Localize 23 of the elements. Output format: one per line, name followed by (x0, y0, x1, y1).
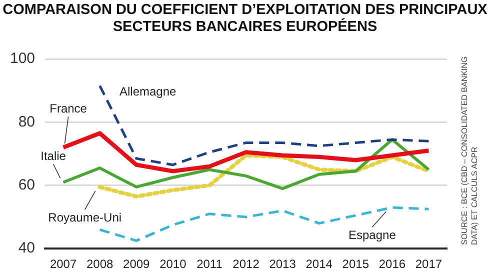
x-tick-label: 2012 (232, 257, 260, 272)
line-series (98, 84, 430, 166)
source-note: SOURCE : BCE (CBD – CONSOLIDATED BANKING DATA) ET CALCULS ACPR (460, 55, 480, 245)
x-tick-label: 2014 (306, 257, 333, 272)
y-tick-label: 100 (10, 50, 36, 68)
x-tick-label: 2010 (160, 257, 187, 272)
x-tick-label: 2008 (86, 257, 114, 272)
chart-title: COMPARAISON DU COEFFICIENT D’EXPLOITATION DES PRINCIPAUX SECTEURS BANCAIRES EUROPÉENS (2, 2, 488, 36)
series-label: Italie (40, 149, 66, 164)
y-tick-label: 60 (18, 176, 36, 194)
series-label: Royaume-Uni (48, 210, 122, 225)
y-tick-label: 80 (18, 113, 36, 130)
x-tick-label: 2007 (50, 257, 77, 272)
x-tick-label: 2009 (123, 257, 150, 272)
x-tick-label: 2016 (378, 257, 406, 272)
series-label: Allemagne (119, 84, 177, 98)
x-tick-label: 2015 (342, 257, 370, 272)
x-tick-label: 2011 (196, 257, 223, 272)
y-tick-label: 40 (18, 240, 36, 257)
series-label: France (50, 102, 88, 116)
x-tick-label: 2013 (269, 257, 296, 272)
x-tick-label: 2017 (415, 257, 442, 272)
series-label: Espagne (348, 228, 396, 242)
